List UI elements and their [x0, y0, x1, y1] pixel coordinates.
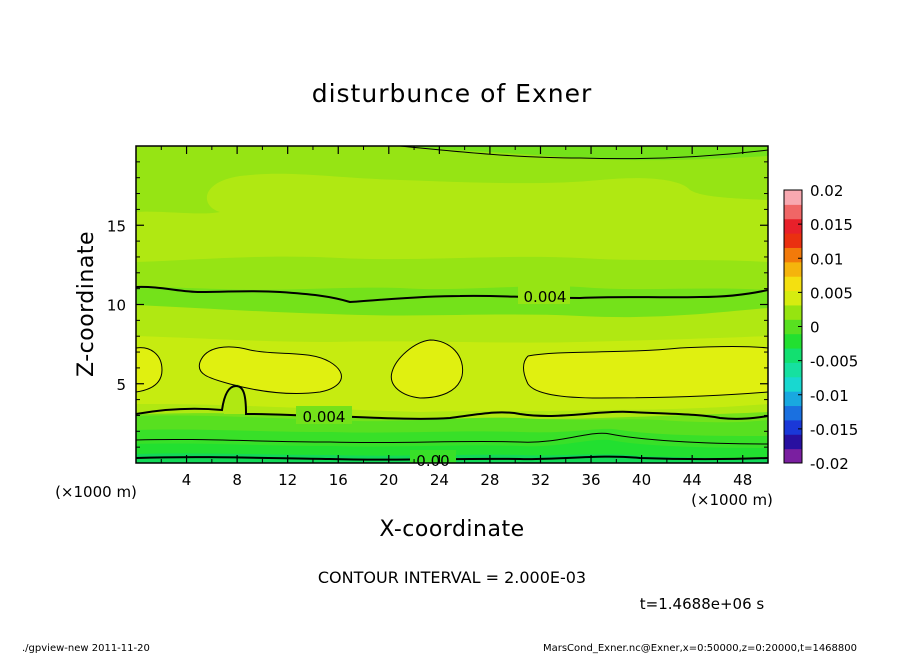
contour-field: [136, 146, 768, 463]
colorbar-swatch: [784, 391, 802, 407]
field-finger: [224, 384, 246, 414]
field-band-ceiling: [390, 146, 768, 161]
colorbar-swatch: [784, 333, 802, 349]
colorbar-tick-label: 0.02: [810, 182, 843, 200]
colorbar-swatch: [784, 376, 802, 392]
contour-line-blob-1: [198, 346, 342, 395]
chart-title: disturbunce of Exner: [312, 79, 593, 108]
x-tick-label: 28: [480, 471, 499, 489]
contour-label-upper: 0.004: [524, 288, 567, 306]
contour-label-bottom: 0.00: [416, 452, 449, 470]
colorbar: [784, 190, 802, 464]
colorbar-swatch: [784, 434, 802, 450]
y-tick-label: 5: [116, 376, 126, 394]
colorbar-swatch: [784, 190, 802, 205]
y-axis: 5 10 15: [107, 161, 768, 448]
colorbar-swatch: [784, 362, 802, 378]
contour-label-lower: 0.004: [303, 408, 346, 426]
field-blob-left: [136, 347, 162, 392]
colorbar-swatch: [784, 218, 802, 234]
x-tick-label: 48: [733, 471, 752, 489]
field-band-top: [136, 146, 768, 214]
colorbar-tick-label: 0.015: [810, 216, 853, 234]
contour-line-blob-2: [390, 339, 464, 399]
footer-right: MarsCond_Exner.nc@Exner,x=0:50000,z=0:20…: [543, 643, 857, 654]
y-axis-title: Z-coordinate: [74, 231, 99, 377]
contour-line-blob-3: [523, 346, 768, 399]
x-tick-label: 8: [232, 471, 242, 489]
colorbar-tick-label: 0.01: [810, 250, 843, 268]
contour-line-upper: [136, 285, 768, 304]
x-tick-label: 12: [278, 471, 297, 489]
colorbar-swatch: [784, 261, 802, 277]
y-tick-label: 10: [107, 297, 126, 315]
contour-line-left-blob: [136, 347, 163, 393]
colorbar-tick-label: -0.015: [810, 421, 858, 439]
colorbar-tick-label: -0.01: [810, 387, 849, 405]
time-text: t=1.4688e+06 s: [640, 595, 765, 613]
x-tick-label: 36: [581, 471, 600, 489]
x-tick-label: 32: [531, 471, 550, 489]
x-axis: 4 8 12 16 20 24 28 32 36 40 44 48: [160, 146, 752, 489]
y-unit-label: (×1000 m): [55, 483, 137, 501]
x-tick-label: 40: [632, 471, 651, 489]
x-unit-label: (×1000 m): [691, 491, 773, 509]
colorbar-swatch: [784, 290, 802, 306]
y-tick-label: 15: [107, 217, 126, 235]
x-tick-label: 16: [329, 471, 348, 489]
colorbar-swatch: [784, 233, 802, 248]
colorbar-tick-label: 0: [810, 319, 820, 337]
colorbar-swatch: [784, 304, 802, 320]
x-tick-label: 4: [182, 471, 192, 489]
colorbar-swatch: [784, 348, 802, 363]
contour-line-lower: [136, 384, 768, 420]
field-blob-1: [199, 346, 342, 394]
contour-interval-text: CONTOUR INTERVAL = 2.000E-03: [318, 568, 586, 587]
contour-line-low-a: [136, 432, 768, 445]
footer-left: ./gpview-new 2011-11-20: [22, 643, 150, 654]
colorbar-swatch: [784, 405, 802, 421]
colorbar-ticks: 0.02 0.015 0.01 0.005 0 -0.005 -0.01 -0.015 -0.0…: [798, 182, 858, 473]
contour-line-top: [399, 146, 768, 160]
field-blob-2: [391, 340, 463, 398]
x-tick-label: 20: [379, 471, 398, 489]
field-blob-3: [523, 346, 768, 398]
x-tick-label: 24: [430, 471, 449, 489]
colorbar-tick-label: -0.02: [810, 455, 849, 473]
colorbar-swatch: [784, 247, 802, 263]
colorbar-swatch: [784, 319, 802, 335]
colorbar-swatch: [784, 448, 802, 464]
colorbar-swatch: [784, 204, 802, 220]
colorbar-tick-label: -0.005: [810, 353, 858, 371]
colorbar-swatch: [784, 276, 802, 292]
x-tick-label: 44: [683, 471, 702, 489]
x-axis-title: X-coordinate: [379, 517, 524, 542]
contour-line-bottom: [136, 455, 768, 461]
colorbar-tick-label: 0.005: [810, 284, 853, 302]
colorbar-swatch: [784, 419, 802, 435]
